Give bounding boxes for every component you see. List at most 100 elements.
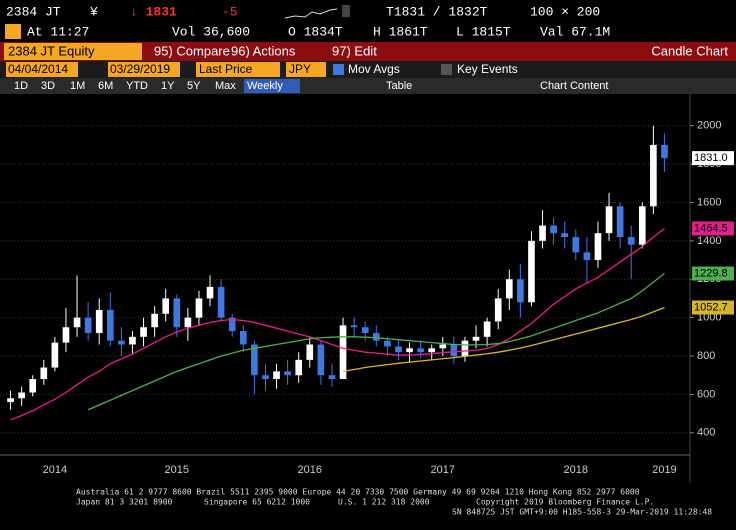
- size: 100 × 200: [530, 4, 600, 19]
- field[interactable]: Last Price: [199, 62, 253, 76]
- candle-body: [517, 279, 524, 303]
- mov-avgs[interactable]: Mov Avgs: [348, 62, 400, 76]
- candle-body: [417, 348, 424, 353]
- moving-average: [342, 306, 665, 373]
- start-box[interactable]: [6, 62, 78, 77]
- candle-body: [406, 348, 413, 353]
- chart-content[interactable]: Chart Content: [540, 80, 608, 92]
- candle-body: [273, 371, 280, 380]
- candle-body: [106, 309, 114, 341]
- sparkline: [284, 8, 338, 19]
- candle-body: [73, 317, 81, 328]
- low: L 1815T: [456, 24, 511, 39]
- last-value-box: [692, 221, 734, 236]
- candle-body: [494, 298, 502, 322]
- candle-body: [51, 342, 59, 368]
- currency: ¥: [90, 4, 98, 19]
- ticker: 2384 JT: [6, 4, 61, 19]
- candle-body: [162, 298, 170, 314]
- candle-body: [539, 225, 546, 241]
- edit[interactable]: 97) Edit: [332, 43, 377, 58]
- candle-body: [18, 392, 25, 399]
- candle-body: [129, 336, 136, 345]
- x-tick-label: 2017: [431, 464, 455, 476]
- candle-body: [650, 144, 657, 207]
- footer-line: SN 848725 JST GMT+9:00 H185-558-3 29-Mar…: [452, 508, 712, 517]
- footer-line: Japan 81 3 3201 8900: [76, 498, 173, 507]
- candle-body: [594, 233, 602, 261]
- candle-body: [118, 340, 125, 345]
- period-bar: [0, 78, 736, 94]
- candle-body: [184, 317, 192, 328]
- period-button[interactable]: 1D: [14, 80, 28, 92]
- footer-line: Copyright 2019 Bloomberg Finance L.P.: [476, 498, 654, 507]
- period-button[interactable]: 5Y: [187, 80, 201, 92]
- security-box[interactable]: [4, 43, 142, 60]
- compare[interactable]: 95) Compare: [154, 43, 230, 58]
- period-buttons: 1D 3D 1M 6M YTD 1Y 5Y Max: [14, 80, 236, 92]
- candle-body: [217, 286, 225, 318]
- alert-icon[interactable]: [5, 24, 21, 39]
- menu-bar: [0, 42, 736, 61]
- candle-body: [262, 375, 269, 380]
- last-value-box: [692, 151, 734, 166]
- toolbar: [0, 61, 736, 78]
- candle-body: [62, 327, 70, 343]
- period-button[interactable]: 6M: [98, 80, 113, 92]
- time: At 11:27: [27, 24, 89, 39]
- candle-body: [228, 317, 236, 332]
- open: O 1834T: [288, 24, 343, 39]
- last-value-label: 1052.7: [694, 301, 728, 313]
- volume: Vol 36,600: [172, 24, 250, 39]
- candle-body: [472, 336, 480, 341]
- candle-body: [284, 371, 291, 376]
- y-tick-label: 1000: [697, 312, 721, 324]
- end-box[interactable]: [108, 62, 180, 77]
- frequency-box[interactable]: [244, 79, 300, 93]
- y-tick-label: 600: [697, 388, 715, 400]
- candle-body: [195, 298, 203, 318]
- candle-body: [627, 237, 635, 245]
- checkbox[interactable]: [333, 64, 344, 75]
- x-tick-label: 2015: [165, 464, 189, 476]
- period-button[interactable]: 1M: [70, 80, 85, 92]
- candle-body: [450, 344, 458, 357]
- period-button[interactable]: 1Y: [161, 80, 175, 92]
- candle-body: [251, 344, 258, 376]
- toolbar-currency[interactable]: JPY: [289, 62, 311, 76]
- last-value-label: 1831.0: [694, 152, 728, 164]
- view-title: Candle Chart: [651, 43, 728, 58]
- period-button[interactable]: YTD: [126, 80, 148, 92]
- key-events[interactable]: Key Events: [457, 62, 518, 76]
- footer-line: U.S. 1 212 318 2000: [338, 498, 430, 507]
- candle-body: [384, 340, 391, 347]
- moving-average: [10, 227, 665, 421]
- field-box[interactable]: [196, 62, 280, 77]
- candle-body: [306, 344, 314, 360]
- candle-body: [173, 298, 181, 328]
- x-tick-label: 2019: [652, 464, 676, 476]
- y-tick-label: 2000: [697, 120, 721, 132]
- y-tick-label: 1400: [697, 235, 721, 247]
- last-value-box: [692, 300, 734, 315]
- x-tick-label: 2014: [43, 464, 67, 476]
- actions[interactable]: 96) Actions: [231, 43, 296, 58]
- footer-line: Singapore 65 6212 1000: [204, 498, 310, 507]
- candle-body: [350, 325, 358, 328]
- candle-body: [84, 317, 92, 333]
- candle-body: [361, 327, 369, 333]
- period-button[interactable]: Max: [215, 80, 236, 92]
- frequency[interactable]: Weekly: [247, 80, 283, 92]
- table-button[interactable]: Table: [386, 80, 412, 92]
- x-tick-label: 2016: [298, 464, 322, 476]
- candle-body: [140, 327, 147, 337]
- start-date[interactable]: 04/04/2014: [8, 62, 68, 76]
- candle-body: [505, 279, 513, 299]
- end-date[interactable]: 03/29/2019: [110, 62, 170, 76]
- candle-body: [328, 375, 336, 380]
- period-button[interactable]: 3D: [41, 80, 55, 92]
- currency-box[interactable]: [286, 62, 326, 77]
- security[interactable]: 2384 JT Equity: [8, 43, 95, 58]
- checkbox[interactable]: [441, 64, 452, 75]
